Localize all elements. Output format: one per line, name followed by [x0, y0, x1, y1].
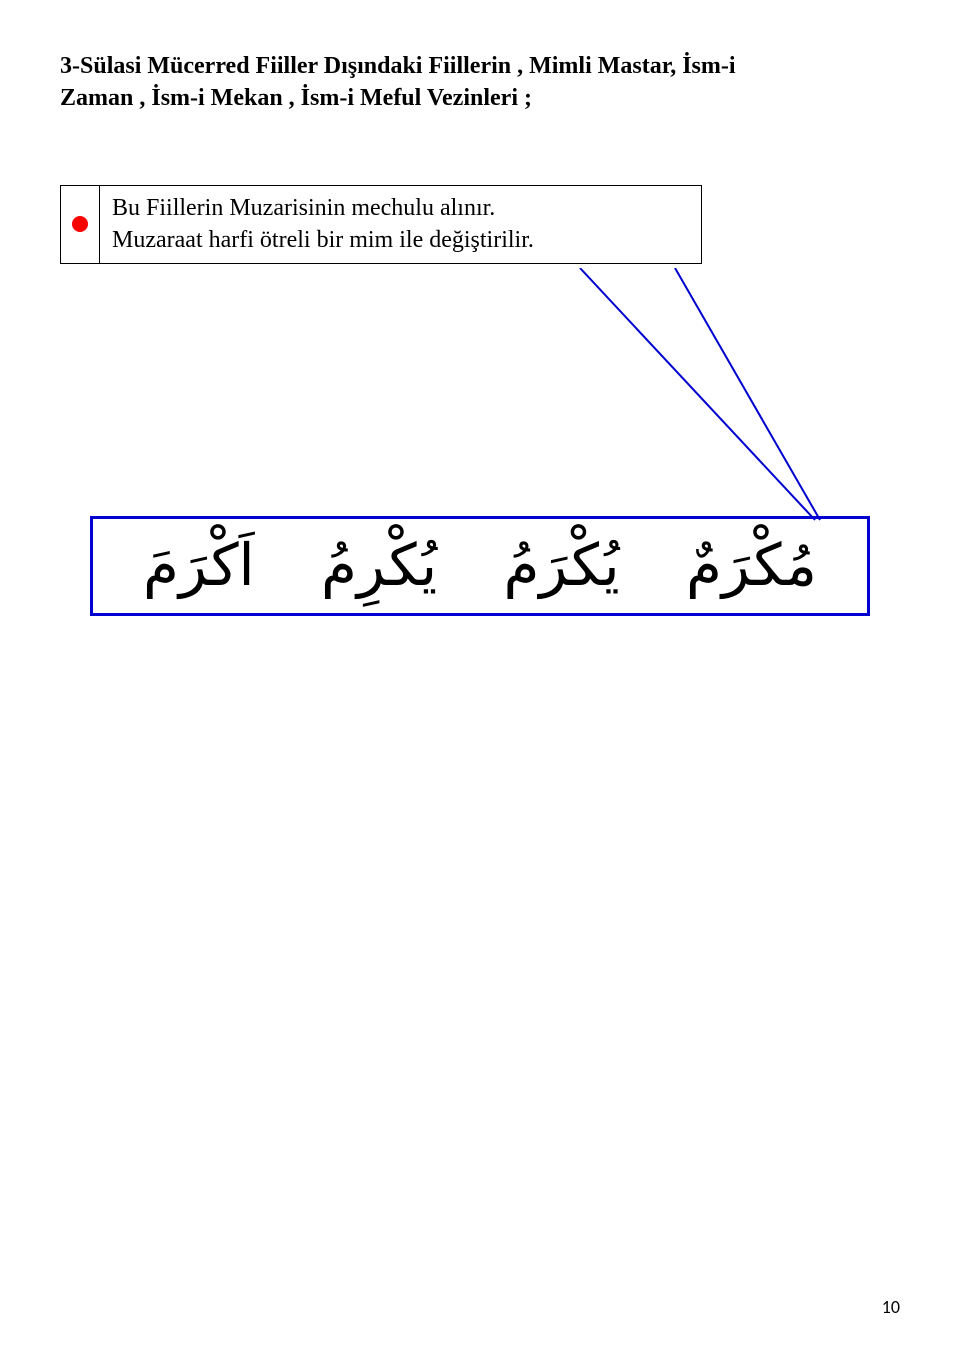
page-number: 10 — [882, 1296, 900, 1318]
arabic-word-3: يُكْرَمُ — [504, 537, 620, 595]
arabic-box: اَكْرَمَ يُكْرِمُ يُكْرَمُ مُكْرَمٌ — [90, 516, 870, 616]
bullet-icon — [72, 216, 88, 232]
rule-text: Bu Fiillerin Muzarisinin mechulu alınır.… — [100, 186, 701, 263]
rule-line1: Bu Fiillerin Muzarisinin mechulu alınır. — [112, 195, 495, 221]
diagram: اَكْرَمَ يُكْرِمُ يُكْرَمُ مُكْرَمٌ — [60, 268, 900, 528]
heading-line2: Zaman , İsm-i Mekan , İsm-i Meful Vezinl… — [60, 85, 532, 111]
rule-box: Bu Fiillerin Muzarisinin mechulu alınır.… — [60, 185, 702, 264]
section-heading: 3-Sülasi Mücerred Fiiller Dışındaki Fiil… — [60, 50, 900, 115]
bullet-cell — [61, 186, 100, 263]
arabic-word-4: مُكْرَمٌ — [686, 537, 817, 595]
arabic-word-1: اَكْرَمَ — [143, 537, 255, 595]
connector-lines — [60, 268, 940, 528]
arabic-word-2: يُكْرِمُ — [321, 537, 437, 595]
rule-line2: Muzaraat harfi ötreli bir mim ile değişt… — [112, 227, 534, 253]
heading-line1: 3-Sülasi Mücerred Fiiller Dışındaki Fiil… — [60, 53, 736, 79]
